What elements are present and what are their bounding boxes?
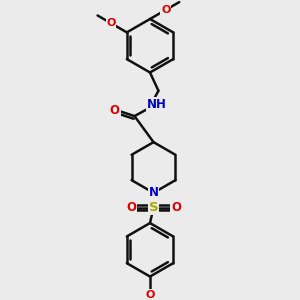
Text: O: O — [126, 201, 136, 214]
Text: O: O — [161, 5, 170, 15]
Text: NH: NH — [146, 98, 166, 111]
Text: S: S — [149, 201, 158, 214]
Text: N: N — [148, 186, 158, 199]
Text: O: O — [106, 18, 116, 28]
Text: O: O — [171, 201, 181, 214]
Text: O: O — [145, 290, 155, 300]
Text: O: O — [110, 104, 120, 117]
